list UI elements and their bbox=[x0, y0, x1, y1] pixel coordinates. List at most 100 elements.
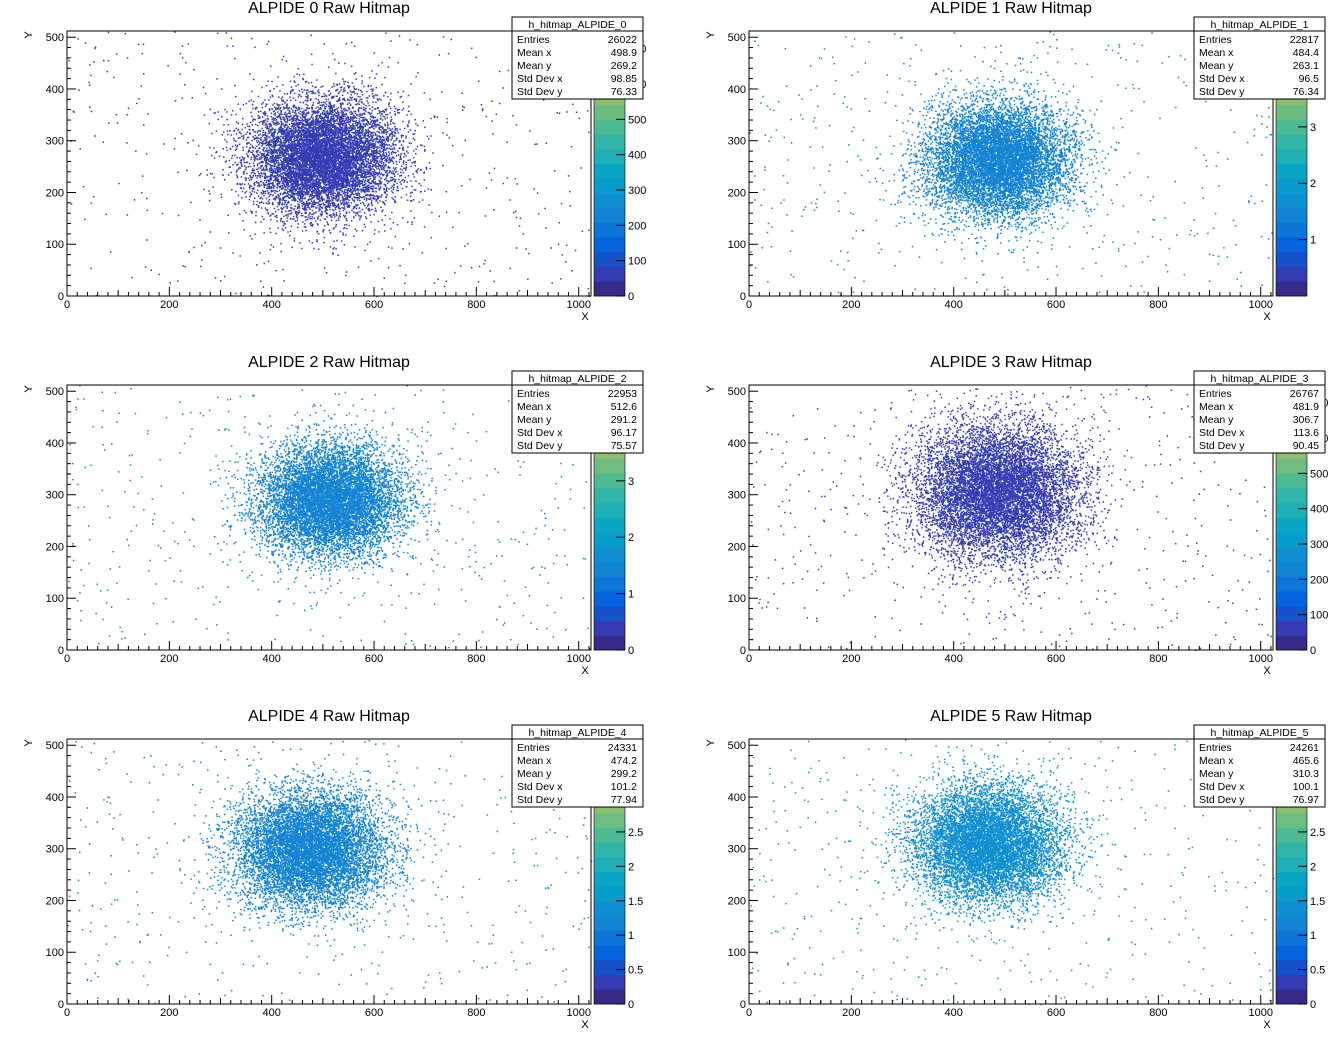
palette-band bbox=[594, 886, 625, 902]
z-tick-label: 500 bbox=[628, 114, 646, 126]
y-tick-label: 200 bbox=[46, 541, 64, 553]
y-tick-label: 100 bbox=[46, 947, 64, 959]
stats-value: 481.9 bbox=[1293, 401, 1319, 413]
y-tick-label: 400 bbox=[46, 438, 64, 450]
x-tick-label: 600 bbox=[365, 299, 383, 311]
stats-value: 465.6 bbox=[1293, 755, 1319, 767]
stats-value: 96.17 bbox=[611, 427, 637, 439]
chart-title: ALPIDE 4 Raw Hitmap bbox=[248, 708, 410, 725]
x-tick-label: 0 bbox=[746, 653, 752, 665]
y-tick-label: 400 bbox=[46, 792, 64, 804]
y-tick-label: 300 bbox=[728, 136, 746, 148]
stats-value: 22953 bbox=[608, 388, 637, 400]
y-axis: 0 100 200 300 400 500 Y bbox=[23, 739, 76, 1011]
hit-points bbox=[68, 385, 591, 651]
hit-points bbox=[68, 31, 591, 298]
stats-key: Mean x bbox=[517, 401, 552, 413]
x-tick-label: 400 bbox=[263, 653, 281, 665]
stats-value: 113.6 bbox=[1294, 427, 1320, 439]
stats-box: h_hitmap_ALPIDE_0 Entries 26022 Mean x 498.9… bbox=[511, 16, 644, 100]
palette-band bbox=[1276, 119, 1307, 135]
x-tick-label: 1000 bbox=[566, 653, 590, 665]
palette-band bbox=[594, 561, 625, 577]
plot-frame-border bbox=[748, 30, 1274, 297]
stats-value: 263.1 bbox=[1293, 60, 1319, 72]
stats-key: Entries bbox=[517, 388, 550, 400]
stats-key: Entries bbox=[1199, 34, 1232, 46]
plot-frame-border bbox=[66, 738, 592, 1005]
y-tick-label: 100 bbox=[728, 593, 746, 605]
stats-key: Mean x bbox=[1199, 401, 1234, 413]
y-tick-label: 300 bbox=[46, 490, 64, 502]
y-tick-label: 0 bbox=[58, 291, 64, 303]
x-tick-label: 800 bbox=[1149, 1007, 1167, 1019]
z-tick-label: 2.5 bbox=[628, 827, 643, 839]
palette-band bbox=[1276, 163, 1307, 179]
palette-band bbox=[1276, 871, 1307, 887]
stats-histogram-name: h_hitmap_ALPIDE_4 bbox=[528, 727, 626, 739]
palette-band bbox=[594, 945, 625, 961]
z-tick-label: 0 bbox=[628, 291, 634, 303]
stats-key: Std Dev y bbox=[1199, 86, 1245, 98]
palette-band bbox=[1276, 900, 1307, 917]
y-tick-label: 200 bbox=[46, 895, 64, 907]
x-tick-label: 600 bbox=[1047, 653, 1065, 665]
stats-key: Std Dev y bbox=[517, 440, 563, 452]
stats-key: Mean x bbox=[1199, 755, 1234, 767]
x-tick-label: 800 bbox=[1149, 653, 1167, 665]
hit-point-cloud bbox=[68, 385, 591, 651]
hit-point-cloud bbox=[750, 385, 1274, 651]
hit-point-cloud bbox=[68, 31, 591, 298]
x-tick-label: 400 bbox=[945, 299, 963, 311]
x-axis-label: X bbox=[581, 1019, 589, 1031]
palette-band bbox=[1276, 532, 1307, 548]
palette-band bbox=[594, 959, 625, 975]
y-tick-label: 300 bbox=[46, 844, 64, 856]
z-tick-label: 1.5 bbox=[628, 896, 643, 908]
palette-band bbox=[594, 281, 625, 297]
stats-value: 512.6 bbox=[611, 401, 637, 413]
z-tick-label: 200 bbox=[1310, 574, 1328, 586]
z-tick-label: 400 bbox=[628, 150, 646, 162]
y-tick-label: 0 bbox=[58, 999, 64, 1011]
y-tick-label: 100 bbox=[728, 239, 746, 251]
stats-value: 26022 bbox=[608, 34, 637, 46]
y-tick-label: 500 bbox=[728, 32, 746, 44]
palette-band bbox=[594, 502, 625, 518]
stats-key: Mean y bbox=[1199, 60, 1234, 72]
palette-band bbox=[1276, 635, 1307, 651]
stats-key: Std Dev x bbox=[1199, 781, 1245, 793]
y-axis-label: Y bbox=[705, 739, 717, 747]
x-tick-label: 600 bbox=[1047, 299, 1065, 311]
palette-band bbox=[594, 104, 625, 120]
palette-band bbox=[594, 974, 625, 990]
stats-value: 98.85 bbox=[611, 73, 637, 85]
z-tick-label: 0 bbox=[1310, 645, 1316, 657]
x-tick-label: 800 bbox=[1149, 299, 1167, 311]
stats-value: 24261 bbox=[1290, 742, 1319, 754]
stats-value: 310.3 bbox=[1293, 768, 1319, 780]
z-tick-label: 2 bbox=[628, 861, 634, 873]
stats-value: 76.34 bbox=[1293, 86, 1319, 98]
stats-value: 24331 bbox=[608, 742, 637, 754]
color-palette: 00.511.522.533.5 bbox=[1275, 738, 1325, 1011]
stats-value: 100.1 bbox=[1293, 781, 1319, 793]
z-tick-label: 100 bbox=[1310, 610, 1328, 622]
y-axis: 0 100 200 300 400 500 Y bbox=[23, 31, 76, 303]
y-axis: 0 100 200 300 400 500 Y bbox=[705, 31, 758, 303]
palette-band bbox=[1276, 959, 1307, 975]
y-tick-label: 500 bbox=[728, 386, 746, 398]
y-tick-label: 200 bbox=[728, 187, 746, 199]
palette-band bbox=[1276, 812, 1307, 828]
chart-title: ALPIDE 3 Raw Hitmap bbox=[930, 354, 1092, 371]
stats-box: h_hitmap_ALPIDE_5 Entries 24261 Mean x 465.6… bbox=[1193, 724, 1326, 808]
hit-point-cloud bbox=[750, 739, 1275, 1006]
palette-band bbox=[1276, 856, 1307, 872]
stats-key: Entries bbox=[1199, 742, 1232, 754]
palette-band bbox=[1276, 251, 1307, 267]
stats-key: Entries bbox=[517, 34, 550, 46]
